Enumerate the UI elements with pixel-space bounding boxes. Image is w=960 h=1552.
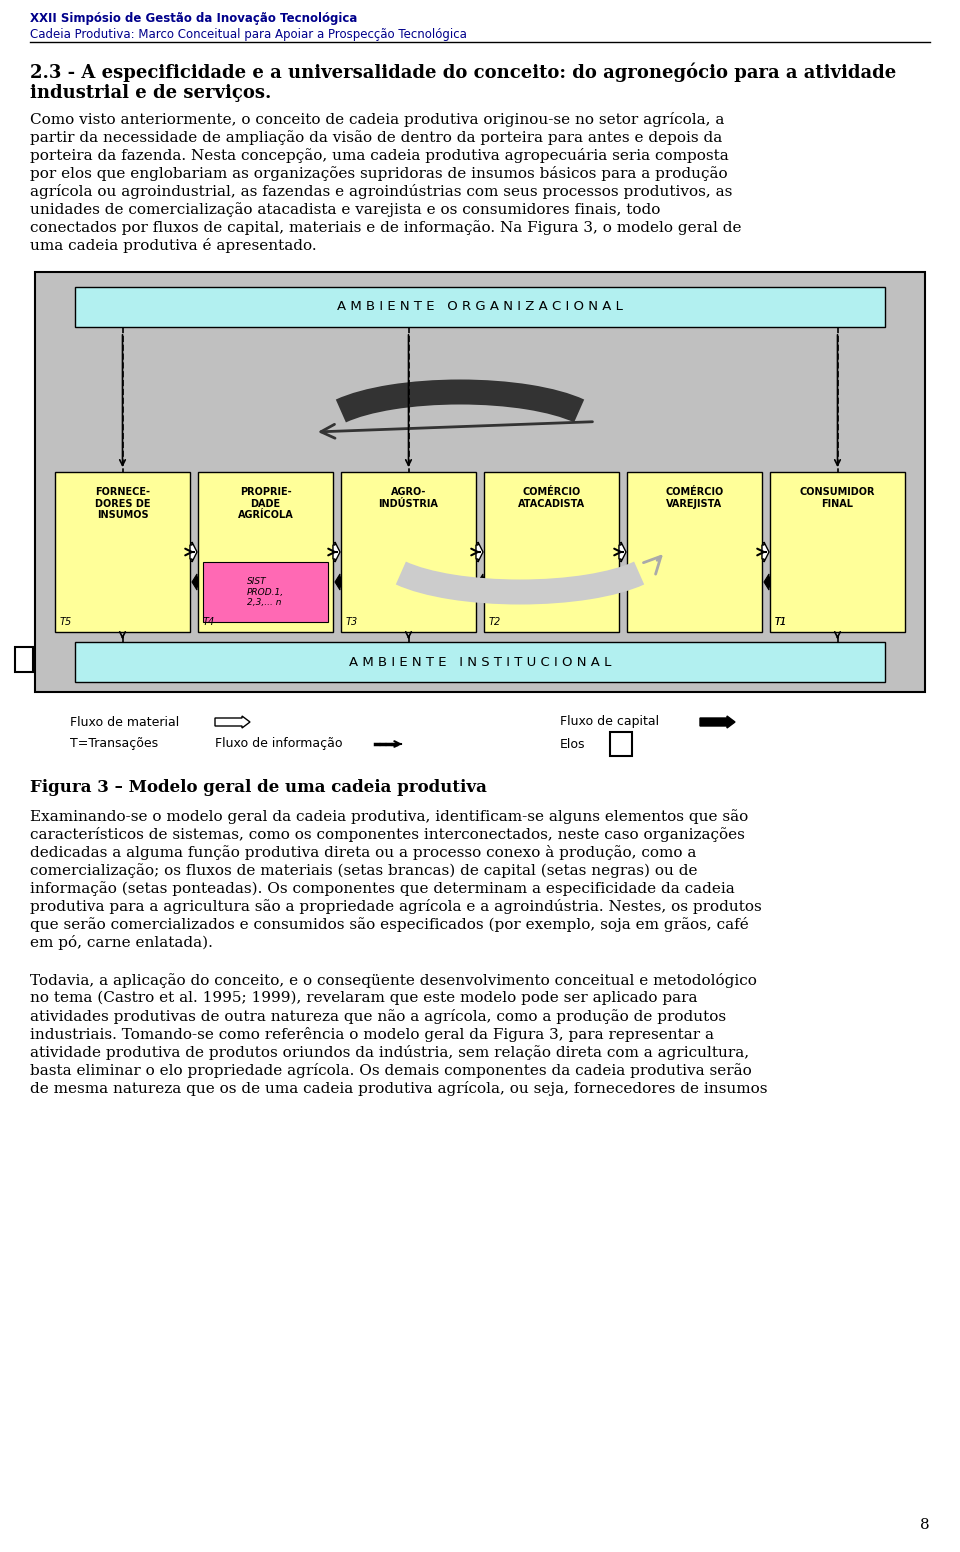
Text: Figura 3 – Modelo geral de uma cadeia produtiva: Figura 3 – Modelo geral de uma cadeia pr… (30, 779, 487, 796)
Text: Fluxo de capital: Fluxo de capital (560, 715, 660, 728)
Text: comercialização; os fluxos de materiais (setas brancas) de capital (setas negras: comercialização; os fluxos de materiais … (30, 863, 698, 878)
Text: T5: T5 (60, 618, 72, 627)
FancyBboxPatch shape (198, 472, 333, 632)
Text: por elos que englobariam as organizações supridoras de insumos básicos para a pr: por elos que englobariam as organizações… (30, 166, 728, 182)
FancyBboxPatch shape (35, 272, 925, 692)
FancyBboxPatch shape (15, 647, 33, 672)
FancyArrow shape (619, 542, 626, 562)
Text: FORNECE-
DORES DE
INSUMOS: FORNECE- DORES DE INSUMOS (95, 487, 151, 520)
Text: 8: 8 (921, 1518, 930, 1532)
FancyArrow shape (335, 574, 341, 590)
Text: produtiva para a agricultura são a propriedade agrícola e a agroindústria. Neste: produtiva para a agricultura são a propr… (30, 899, 761, 914)
Text: T1: T1 (775, 618, 787, 627)
Text: industriais. Tomando-se como referência o modelo geral da Figura 3, para represe: industriais. Tomando-se como referência … (30, 1027, 714, 1041)
Text: T2: T2 (489, 618, 501, 627)
FancyBboxPatch shape (75, 287, 885, 327)
Text: COMÉRCIO
VAREJISTA: COMÉRCIO VAREJISTA (665, 487, 724, 509)
Text: basta eliminar o elo propriedade agrícola. Os demais componentes da cadeia produ: basta eliminar o elo propriedade agrícol… (30, 1063, 752, 1079)
Text: T4: T4 (203, 618, 215, 627)
FancyArrow shape (764, 574, 770, 590)
FancyBboxPatch shape (484, 472, 619, 632)
Text: Cadeia Produtiva: Marco Conceitual para Apoiar a Prospecção Tecnológica: Cadeia Produtiva: Marco Conceitual para … (30, 28, 467, 40)
FancyBboxPatch shape (75, 643, 885, 681)
Text: Todavia, a aplicação do conceito, e o conseqüente desenvolvimento conceitual e m: Todavia, a aplicação do conceito, e o co… (30, 973, 756, 989)
Text: que serão comercializados e consumidos são especificados (por exemplo, soja em g: que serão comercializados e consumidos s… (30, 917, 749, 933)
Text: partir da necessidade de ampliação da visão de ​dentro da porteira​ para ​antes : partir da necessidade de ampliação da vi… (30, 130, 722, 144)
Text: CONSUMIDOR
FINAL: CONSUMIDOR FINAL (800, 487, 876, 509)
FancyArrow shape (476, 542, 483, 562)
Text: T3: T3 (346, 618, 358, 627)
Text: A M B I E N T E   O R G A N I Z A C I O N A L: A M B I E N T E O R G A N I Z A C I O N … (337, 301, 623, 314)
Text: 2.3 - A especificidade e a universalidade do conceito: do agronegócio para a ati: 2.3 - A especificidade e a universalidad… (30, 62, 897, 102)
Text: ​porteira da fazenda​. Nesta concepção, uma cadeia produtiva agropecuária seria : ​porteira da fazenda​. Nesta concepção, … (30, 147, 729, 163)
Text: Fluxo de informação: Fluxo de informação (215, 737, 343, 751)
FancyBboxPatch shape (770, 472, 905, 632)
FancyArrow shape (700, 715, 735, 728)
FancyBboxPatch shape (627, 472, 762, 632)
FancyBboxPatch shape (203, 562, 328, 622)
Text: COMÉRCIO
ATACADISTA: COMÉRCIO ATACADISTA (518, 487, 585, 509)
Text: agrícola ou agroindustrial, as fazendas e agroindústrias com seus processos prod: agrícola ou agroindustrial, as fazendas … (30, 185, 732, 199)
Text: SIST
PROD.1,
2,3,... n: SIST PROD.1, 2,3,... n (247, 577, 284, 607)
Text: Fluxo de material: Fluxo de material (70, 715, 180, 728)
FancyArrow shape (762, 542, 769, 562)
FancyArrow shape (478, 574, 484, 590)
Text: conectados por fluxos de capital, materiais e de informação. Na Figura 3, o mode: conectados por fluxos de capital, materi… (30, 220, 741, 234)
FancyArrow shape (215, 715, 250, 728)
FancyBboxPatch shape (55, 472, 190, 632)
Text: A M B I E N T E   I N S T I T U C I O N A L: A M B I E N T E I N S T I T U C I O N A … (348, 655, 612, 669)
FancyArrow shape (192, 574, 198, 590)
Text: dedicadas a alguma função produtiva direta ou a processo conexo à produção, como: dedicadas a alguma função produtiva dire… (30, 844, 696, 860)
Text: unidades de comercialização atacadista e varejista e os consumidores finais, tod: unidades de comercialização atacadista e… (30, 202, 660, 217)
Text: T=Transações: T=Transações (70, 737, 158, 751)
Text: de mesma natureza que os de uma cadeia produtiva agrícola, ou seja, fornecedores: de mesma natureza que os de uma cadeia p… (30, 1082, 767, 1096)
Text: no tema (Castro et al. 1995; 1999), revelaram que este modelo pode ser aplicado : no tema (Castro et al. 1995; 1999), reve… (30, 992, 698, 1006)
Text: PROPRIE-
DADE
AGRÍCOLA: PROPRIE- DADE AGRÍCOLA (238, 487, 294, 520)
Text: uma cadeia produtiva é apresentado.: uma cadeia produtiva é apresentado. (30, 237, 317, 253)
Text: Como visto anteriormente, o conceito de cadeia produtiva originou-se no setor ag: Como visto anteriormente, o conceito de … (30, 112, 725, 127)
Text: atividades produtivas de outra natureza que não a agrícola, como a produção de p: atividades produtivas de outra natureza … (30, 1009, 726, 1024)
Text: informação (setas ponteadas). Os componentes que determinam a especificidade da : informação (setas ponteadas). Os compone… (30, 882, 734, 896)
FancyArrow shape (333, 542, 340, 562)
Text: T1: T1 (775, 618, 787, 627)
FancyBboxPatch shape (341, 472, 476, 632)
FancyArrow shape (621, 574, 627, 590)
Text: Elos: Elos (560, 737, 586, 751)
FancyArrow shape (190, 542, 197, 562)
Text: em pó, carne enlatada).: em pó, carne enlatada). (30, 934, 213, 950)
FancyBboxPatch shape (610, 733, 632, 756)
Text: AGRO-
INDÚSTRIA: AGRO- INDÚSTRIA (378, 487, 439, 509)
Text: XXII Simpósio de Gestão da Inovação Tecnológica: XXII Simpósio de Gestão da Inovação Tecn… (30, 12, 357, 25)
Text: Examinando-se o modelo geral da cadeia produtiva, identificam-se alguns elemento: Examinando-se o modelo geral da cadeia p… (30, 809, 748, 824)
Text: característicos de sistemas, como os componentes interconectados, neste caso org: característicos de sistemas, como os com… (30, 827, 745, 843)
Text: atividade produtiva de produtos oriundos da indústria, sem relação direta com a : atividade produtiva de produtos oriundos… (30, 1044, 749, 1060)
